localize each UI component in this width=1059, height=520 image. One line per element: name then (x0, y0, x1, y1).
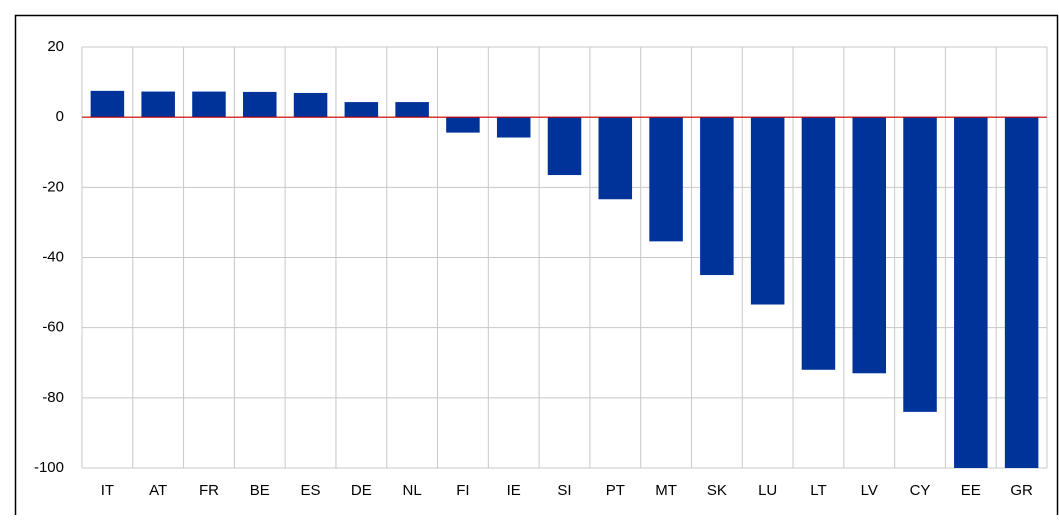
bar (801, 117, 836, 370)
x-tick-label: ES (301, 482, 321, 499)
bar (496, 117, 531, 138)
y-tick-label: -80 (42, 389, 64, 406)
frame (14, 14, 1059, 520)
bar (192, 91, 226, 118)
x-tick-label: SI (557, 482, 571, 499)
bar (903, 117, 937, 412)
x-tick-label: IE (507, 482, 521, 499)
x-tick-label: CY (910, 482, 931, 499)
y-tick-label: -40 (42, 248, 64, 265)
bar (852, 117, 886, 374)
bar (598, 117, 633, 200)
bar (1004, 117, 1039, 469)
bar (141, 91, 175, 118)
bar (293, 92, 328, 118)
x-tick-label: SK (707, 482, 727, 499)
bar (395, 102, 429, 118)
x-tick-label: MT (655, 482, 677, 499)
y-tick-label: -100 (34, 459, 64, 476)
x-tick-label: BE (250, 482, 270, 499)
x-tick-label: LT (810, 482, 826, 499)
bar (750, 117, 785, 305)
bar (90, 90, 125, 118)
y-tick-label: 0 (56, 108, 64, 125)
x-tick-label: EE (961, 482, 981, 499)
bar (243, 91, 277, 118)
y-tick-label: -20 (42, 178, 64, 195)
bar (547, 117, 582, 176)
bar (700, 117, 734, 276)
x-tick-label: LU (758, 482, 777, 499)
x-tick-label: GR (1010, 482, 1033, 499)
bar (649, 117, 683, 242)
x-tick-label: IT (101, 482, 114, 499)
y-tick-label: 20 (47, 38, 64, 55)
x-tick-label: FI (456, 482, 469, 499)
x-tick-label: DE (351, 482, 372, 499)
x-tick-label: LV (861, 482, 878, 499)
bar (954, 117, 988, 469)
x-tick-label: PT (606, 482, 625, 499)
bar (446, 117, 480, 133)
y-tick-label: -60 (42, 319, 64, 336)
x-tick-label: NL (403, 482, 422, 499)
x-tick-label: AT (149, 482, 167, 499)
x-tick-label: FR (199, 482, 219, 499)
bar (344, 102, 379, 118)
